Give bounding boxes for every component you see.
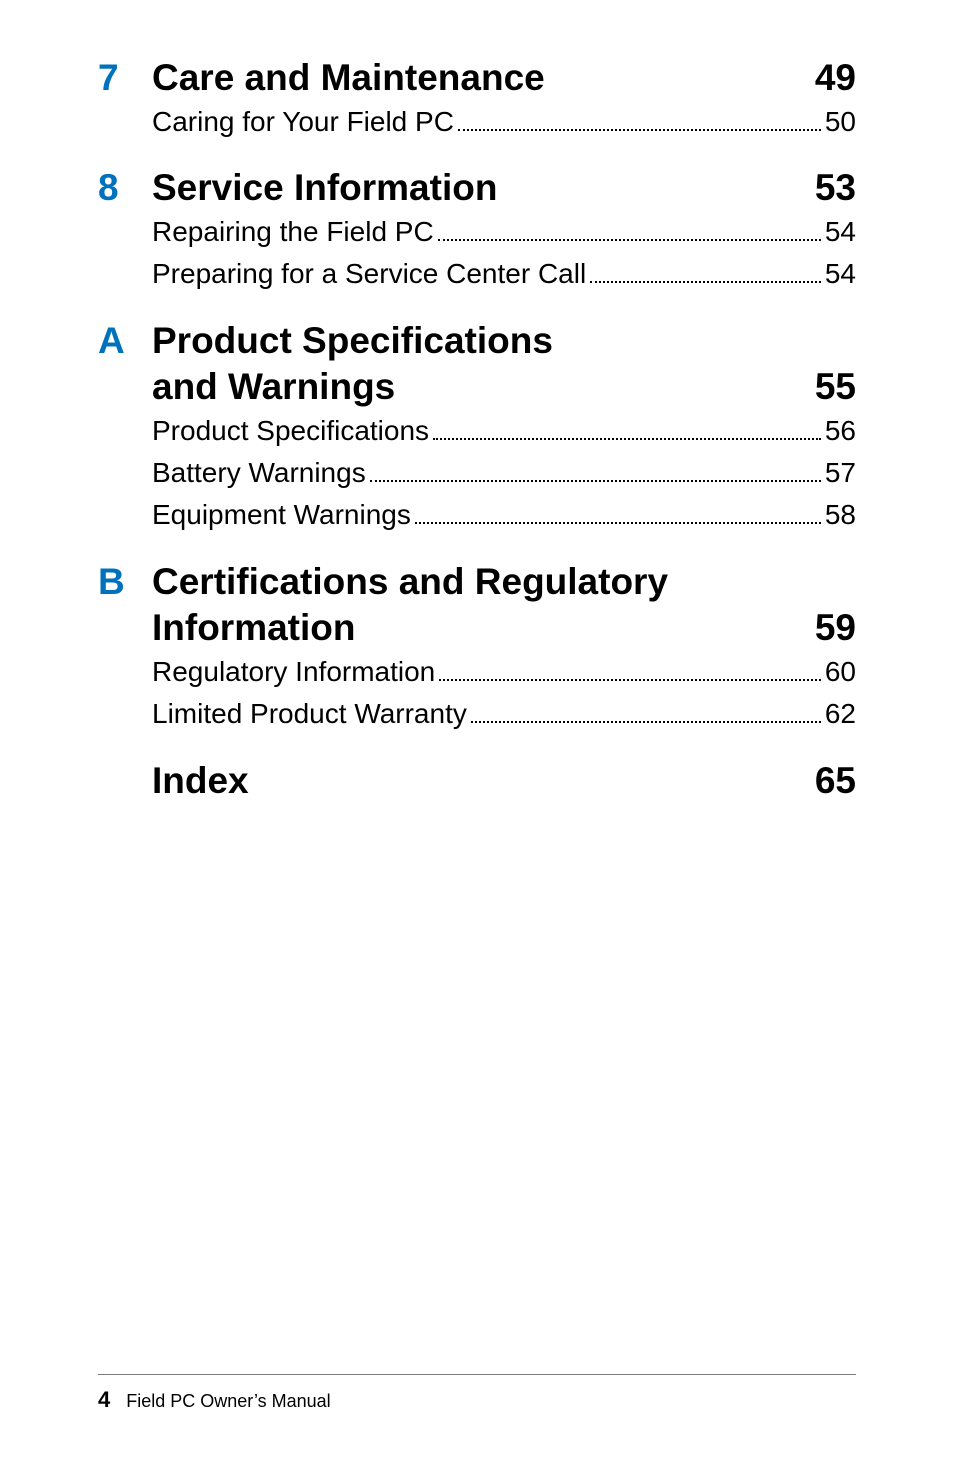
section-title-line2: and Warnings [152, 367, 803, 408]
leader-dots [438, 225, 821, 241]
section-title-line2: Information [152, 608, 803, 649]
section-page: 49 [815, 58, 856, 99]
sub-label: Repairing the Field PC [152, 213, 434, 251]
toc-sub-row: Preparing for a Service Center Call 54 [152, 255, 856, 293]
sub-label: Preparing for a Service Center Call [152, 255, 586, 293]
footer-text: Field PC Owner’s Manual [126, 1391, 330, 1412]
section-page: 55 [815, 367, 856, 408]
sub-label: Regulatory Information [152, 653, 435, 691]
sub-label: Battery Warnings [152, 454, 366, 492]
leader-dots [370, 466, 821, 482]
footer-page-number: 4 [98, 1387, 110, 1413]
toc-sub-row: Limited Product Warranty 62 [152, 695, 856, 733]
leader-dots [590, 267, 821, 283]
toc-sub-row: Product Specifications 56 [152, 412, 856, 450]
leader-dots [439, 665, 821, 681]
section-number: B [98, 562, 152, 603]
sub-label: Product Specifications [152, 412, 429, 450]
sub-label: Caring for Your Field PC [152, 103, 454, 141]
table-of-contents: 7 Care and Maintenance 49 Caring for You… [98, 58, 856, 801]
sub-page: 60 [825, 653, 856, 691]
sub-page: 62 [825, 695, 856, 733]
toc-sub-row: Repairing the Field PC 54 [152, 213, 856, 251]
section-title-line1: Product Specifications [152, 321, 856, 362]
page-footer: 4 Field PC Owner’s Manual [98, 1374, 856, 1413]
toc-sub-row: Battery Warnings 57 [152, 454, 856, 492]
toc-section-head-line2: and Warnings 55 [98, 367, 856, 408]
section-number: 8 [98, 168, 152, 209]
leader-dots [458, 115, 821, 131]
section-number: A [98, 321, 152, 362]
section-number: 7 [98, 58, 152, 99]
sub-page: 54 [825, 213, 856, 251]
section-title: Care and Maintenance [152, 58, 803, 99]
toc-sub-row: Caring for Your Field PC 50 [152, 103, 856, 141]
sub-page: 57 [825, 454, 856, 492]
toc-section-head: 8 Service Information 53 [98, 168, 856, 209]
leader-dots [471, 707, 821, 723]
section-page: 53 [815, 168, 856, 209]
section-title: Index [152, 761, 803, 802]
sub-label: Limited Product Warranty [152, 695, 467, 733]
section-title-line1: Certifications and Regulatory [152, 562, 856, 603]
sub-page: 54 [825, 255, 856, 293]
toc-section-head: 7 Care and Maintenance 49 [98, 58, 856, 99]
leader-dots [415, 508, 821, 524]
section-page: 59 [815, 608, 856, 649]
sub-label: Equipment Warnings [152, 496, 411, 534]
section-title: Service Information [152, 168, 803, 209]
sub-page: 58 [825, 496, 856, 534]
section-page: 65 [815, 761, 856, 802]
toc-section-head: B Certifications and Regulatory [98, 562, 856, 603]
toc-sub-row: Equipment Warnings 58 [152, 496, 856, 534]
toc-sub-row: Regulatory Information 60 [152, 653, 856, 691]
sub-page: 56 [825, 412, 856, 450]
toc-section-head: A Product Specifications [98, 321, 856, 362]
toc-section-head: Index 65 [98, 761, 856, 802]
page: 7 Care and Maintenance 49 Caring for You… [0, 0, 954, 1475]
leader-dots [433, 424, 821, 440]
toc-section-head-line2: Information 59 [98, 608, 856, 649]
sub-page: 50 [825, 103, 856, 141]
